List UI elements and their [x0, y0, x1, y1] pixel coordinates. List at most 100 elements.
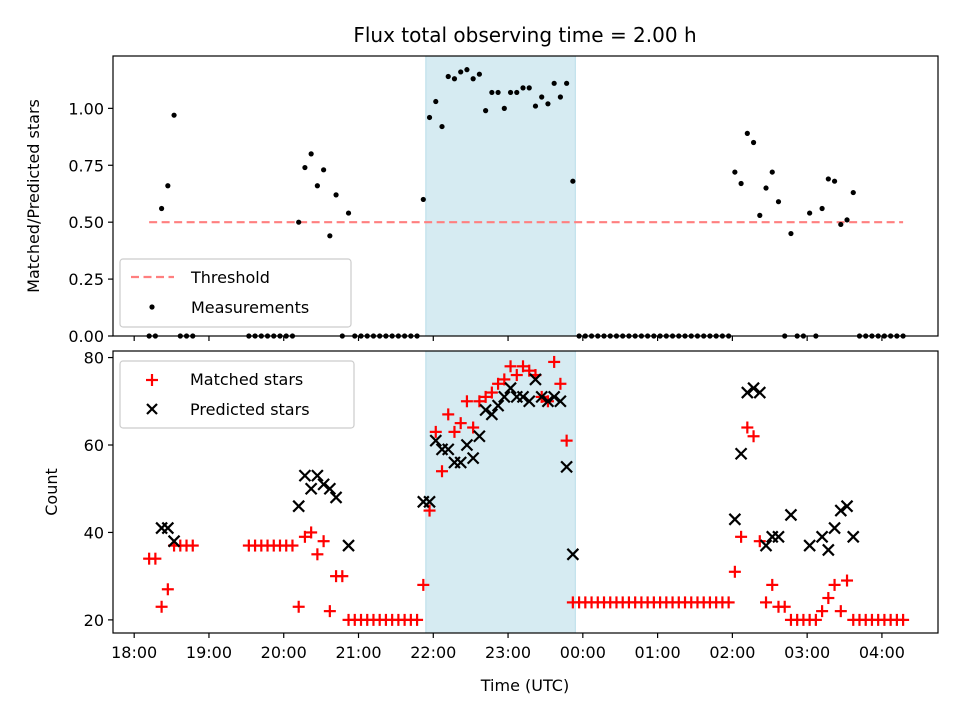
- predicted-star-point: [535, 390, 548, 404]
- matched-star-point: [460, 395, 473, 408]
- predicted-star-point: [772, 530, 785, 544]
- chart-title: Flux total observing time = 2.00 h: [353, 23, 696, 47]
- measurement-point: [171, 112, 177, 118]
- x-tick-label: 20:00: [261, 643, 307, 662]
- matched-star-point: [722, 596, 735, 609]
- measurement-point: [314, 183, 320, 189]
- x-tick-label: 03:00: [784, 643, 830, 662]
- matched-star-point: [429, 425, 442, 438]
- measurement-point: [844, 217, 850, 223]
- measurement-point: [159, 205, 165, 212]
- matched-star-point: [517, 360, 530, 373]
- matched-star-point: [760, 596, 773, 609]
- measurement-point: [831, 178, 838, 184]
- matched-star-point: [828, 578, 841, 591]
- matched-star-point: [411, 613, 424, 626]
- count-legend: Matched stars Predicted stars: [119, 360, 355, 429]
- predicted-star-point: [547, 390, 561, 404]
- matched-star-point: [728, 565, 741, 578]
- count-y-tick-label: 60: [84, 436, 104, 455]
- count-y-axis-label: Count: [42, 468, 61, 516]
- matched-star-point: [753, 535, 766, 548]
- measurement-point: [489, 89, 495, 96]
- measurement-point: [445, 73, 451, 80]
- predicted-star-point: [342, 539, 355, 552]
- measurement-point: [532, 103, 539, 109]
- measurement-point: [451, 76, 458, 82]
- measurement-point: [738, 180, 744, 187]
- measurement-point: [732, 169, 738, 175]
- measurement-point: [439, 123, 445, 130]
- measurement-point: [838, 221, 844, 228]
- matched-star-point: [479, 390, 492, 403]
- legend-measurements-label: Measurements: [191, 298, 309, 317]
- predicted-star-point: [454, 456, 467, 469]
- predicted-star-point: [560, 460, 573, 474]
- predicted-star-point: [329, 491, 343, 504]
- matched-star-point: [317, 535, 330, 548]
- ratio-y-tick-label: 1.00: [68, 99, 104, 118]
- measurement-point: [165, 183, 171, 189]
- predicted-star-point: [423, 495, 436, 509]
- measurement-point: [744, 130, 750, 136]
- measurement-point: [545, 101, 551, 107]
- matched-star-point: [822, 592, 835, 605]
- matched-star-point: [492, 377, 505, 390]
- measurement-point: [321, 167, 327, 173]
- matched-star-point: [292, 600, 305, 613]
- measurement-point: [557, 94, 563, 100]
- x-tick-label: 01:00: [635, 643, 681, 662]
- ratio-panel: 0.00 0.25 0.50 0.75 1.00 Matched/Predicted s…: [24, 55, 939, 346]
- predicted-star-point: [311, 469, 324, 482]
- x-tick-label: 23:00: [485, 643, 531, 662]
- count-x-ticks: 18:00 19:00 20:00 21:00 22:00 23:00 00:00 01:00…: [111, 633, 905, 662]
- predicted-star-point: [485, 408, 499, 421]
- predicted-star-point: [429, 434, 443, 447]
- predicted-star-point: [803, 539, 816, 552]
- predicted-star-point: [304, 482, 318, 495]
- predicted-star-point: [161, 521, 175, 535]
- matched-star-point: [149, 552, 162, 565]
- measurement-point: [296, 219, 302, 225]
- legend-matched-swatch: [146, 374, 158, 386]
- predicted-star-point: [522, 395, 536, 408]
- x-tick-label: 22:00: [410, 643, 456, 662]
- predicted-star-point: [828, 521, 841, 535]
- ratio-y-tick-label: 0.00: [68, 327, 104, 346]
- count-legend-box: [119, 360, 355, 429]
- predicted-star-point: [504, 381, 517, 395]
- measurement-point: [476, 71, 482, 77]
- predicted-star-point: [167, 534, 181, 548]
- measurement-point: [507, 89, 514, 96]
- predicted-star-point: [747, 381, 760, 395]
- measurement-point: [564, 80, 570, 86]
- measurement-point: [308, 151, 314, 157]
- predicted-star-point: [298, 469, 312, 482]
- ratio-y-tick-label: 0.25: [68, 270, 104, 289]
- measurement-point: [464, 67, 470, 73]
- matched-star-point: [186, 539, 199, 552]
- predicted-star-point: [834, 504, 848, 517]
- matched-star-point: [485, 386, 498, 399]
- ratio-y-ticks: 0.00 0.25 0.50 0.75 1.00: [68, 99, 113, 346]
- predicted-star-point: [441, 443, 455, 456]
- predicted-star-point: [566, 548, 580, 561]
- measurement-point: [750, 139, 757, 146]
- matched-star-point: [336, 570, 349, 583]
- matched-star-point: [897, 613, 910, 626]
- measurement-point: [345, 210, 352, 216]
- measurement-point: [769, 169, 775, 175]
- predicted-star-point: [323, 482, 337, 495]
- matched-star-point: [766, 578, 779, 591]
- x-tick-label: 00:00: [560, 643, 606, 662]
- predicted-star-point: [479, 403, 492, 417]
- predicted-star-point: [846, 530, 860, 544]
- legend-measurements-swatch: [149, 304, 155, 310]
- x-tick-label: 02:00: [709, 643, 755, 662]
- count-y-tick-label: 40: [84, 523, 104, 542]
- count-y-tick-label: 80: [84, 349, 104, 368]
- measurement-point: [501, 105, 507, 111]
- matched-stars-points: [143, 355, 910, 626]
- matched-star-point: [298, 530, 311, 543]
